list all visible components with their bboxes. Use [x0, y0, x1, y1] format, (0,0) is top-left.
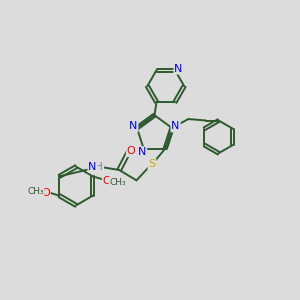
Text: N: N	[171, 122, 180, 131]
Text: N: N	[129, 122, 138, 131]
Text: N: N	[174, 64, 183, 74]
Text: O: O	[127, 146, 136, 156]
Text: N: N	[88, 162, 97, 172]
Text: CH₃: CH₃	[27, 187, 44, 196]
Text: H: H	[95, 162, 103, 172]
Text: O: O	[103, 176, 112, 186]
Text: N: N	[138, 147, 146, 157]
Text: S: S	[148, 159, 155, 169]
Text: CH₃: CH₃	[109, 178, 126, 187]
Text: O: O	[41, 188, 50, 198]
